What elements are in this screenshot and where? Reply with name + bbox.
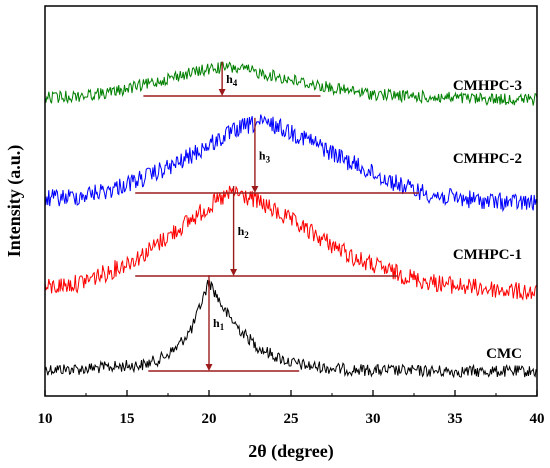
arrow-head-cmhpc-3 — [218, 89, 226, 96]
peak-markers-layer: h1 h2 h3 h4 — [135, 61, 419, 372]
series-line-cmhpc-2 — [44, 114, 538, 213]
x-tick-label: 35 — [448, 411, 463, 427]
curves-layer — [44, 61, 538, 379]
series-labels: CMC CMHPC-1 CMHPC-2 CMHPC-3 — [453, 78, 522, 362]
series-label-cmc: CMC — [486, 346, 522, 362]
series-label-cmhpc-2: CMHPC-2 — [453, 151, 522, 167]
x-axis-title: 2θ (degree) — [248, 441, 334, 462]
x-tick-label: 20 — [202, 411, 217, 427]
series-line-cmc — [44, 279, 538, 379]
arrow-head-cmc — [205, 364, 213, 371]
peak-height-label-cmc: h1 — [213, 316, 225, 332]
x-tick-label: 40 — [530, 411, 545, 427]
series-line-cmhpc-1 — [44, 185, 538, 301]
x-ticks: 10 15 20 25 30 35 40 — [38, 390, 545, 427]
series-line-cmhpc-3 — [44, 61, 538, 106]
arrow-head-cmhpc-1 — [230, 269, 238, 276]
series-label-cmhpc-1: CMHPC-1 — [453, 247, 522, 263]
x-tick-label: 25 — [284, 411, 299, 427]
x-tick-label: 15 — [120, 411, 135, 427]
peak-height-label-cmhpc-3: h4 — [226, 72, 238, 88]
peak-height-label-cmhpc-2: h3 — [259, 148, 271, 164]
y-axis-title: Intensity (a.u.) — [4, 145, 25, 258]
peak-height-label-cmhpc-1: h2 — [238, 224, 250, 240]
x-tick-label: 30 — [366, 411, 381, 427]
series-label-cmhpc-3: CMHPC-3 — [453, 78, 522, 94]
arrow-head-cmhpc-2 — [251, 186, 259, 193]
x-tick-label: 10 — [38, 411, 53, 427]
